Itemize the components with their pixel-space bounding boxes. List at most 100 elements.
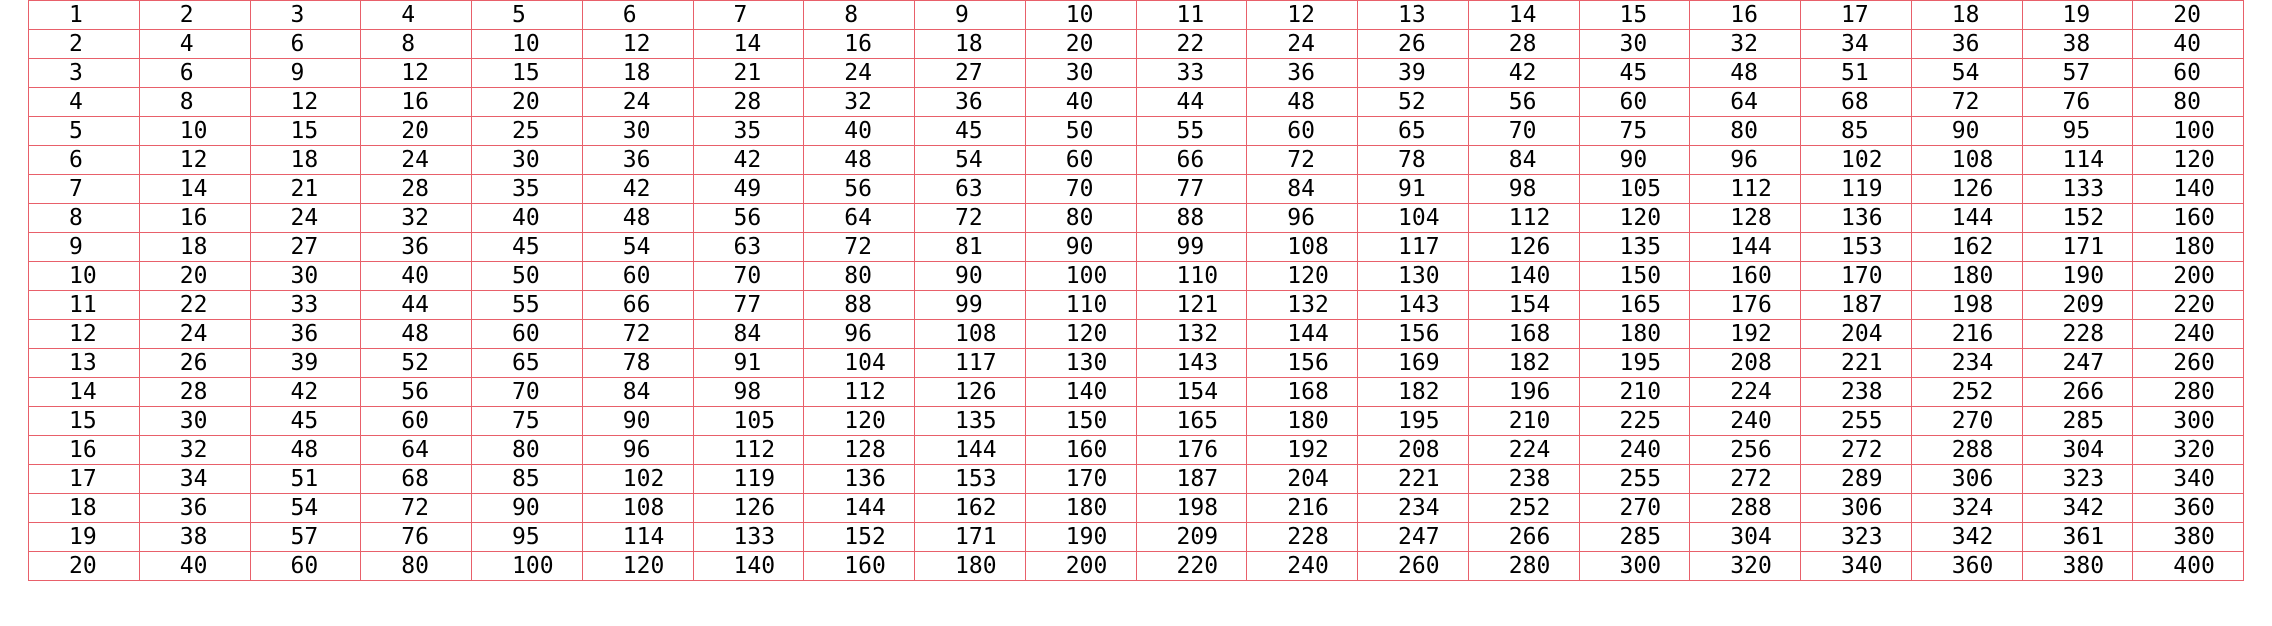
table-cell: 60: [1246, 116, 1358, 146]
table-cell: 304: [1689, 522, 1801, 552]
table-cell: 220: [1135, 551, 1248, 581]
table-cell: 80: [360, 551, 472, 581]
table-cell: 190: [1024, 522, 1137, 552]
table-cell: 165: [1135, 406, 1248, 436]
table-cell: 114: [581, 522, 694, 552]
table-cell: 280: [1467, 551, 1580, 581]
table-cell: 88: [1135, 203, 1248, 233]
table-cell: 323: [1800, 522, 1912, 552]
table-cell: 27: [914, 58, 1026, 88]
table-cell: 90: [471, 493, 583, 523]
table-cell: 119: [1800, 174, 1912, 204]
table-cell: 12: [138, 145, 251, 175]
table-cell: 52: [1357, 87, 1469, 117]
table-cell: 225: [1578, 406, 1691, 436]
table-cell: 136: [1800, 203, 1912, 233]
table-row: 12 24 36 48 60 72 84 96 108 120 132 144 156 168 180 192…: [28, 319, 2244, 349]
table-cell: 143: [1135, 348, 1248, 378]
table-cell: 272: [1689, 464, 1801, 494]
table-row: 9 18 27 36 45 54 63 72 81 90 99 108 117 126 135 144 153 1…: [28, 232, 2244, 262]
table-cell: 90: [1910, 116, 2023, 146]
multiplication-table: 1 2 3 4 5 6 7 8 9 10 11 12 13 14 15 16 17 18 19 20 2 4 6 8 10 12 1…: [28, 0, 2244, 581]
table-cell: 72: [1910, 87, 2023, 117]
table-cell: 78: [1357, 145, 1469, 175]
table-cell: 8: [803, 0, 915, 30]
table-cell: 57: [2021, 58, 2134, 88]
table-cell: 30: [581, 116, 694, 146]
table-cell: 20: [1024, 29, 1137, 59]
table-cell: 91: [692, 348, 805, 378]
table-cell: 36: [1246, 58, 1358, 88]
table-cell: 64: [803, 203, 915, 233]
table-cell: 104: [803, 348, 915, 378]
table-row: 8 16 24 32 40 48 56 64 72 80 88 96 104 112 120 128 136 14…: [28, 203, 2244, 233]
table-cell: 30: [138, 406, 251, 436]
table-cell: 15: [471, 58, 583, 88]
table-cell: 204: [1800, 319, 1912, 349]
table-cell: 3: [249, 0, 362, 30]
table-cell: 76: [2021, 87, 2134, 117]
table-cell: 40: [803, 116, 915, 146]
table-cell: 128: [803, 435, 915, 465]
table-cell: 266: [1467, 522, 1580, 552]
table-cell: 18: [581, 58, 694, 88]
table-cell: 14: [138, 174, 251, 204]
table-cell: 72: [581, 319, 694, 349]
table-cell: 32: [138, 435, 251, 465]
table-cell: 11: [1135, 0, 1248, 30]
table-cell: 28: [360, 174, 472, 204]
table-cell: 132: [1246, 290, 1358, 320]
table-cell: 121: [1135, 290, 1248, 320]
table-cell: 14: [28, 377, 140, 407]
table-cell: 50: [471, 261, 583, 291]
table-cell: 195: [1357, 406, 1469, 436]
table-cell: 160: [1024, 435, 1137, 465]
table-cell: 13: [28, 348, 140, 378]
table-row: 11 22 33 44 55 66 77 88 99 110 121 132 143 154 165 176 1…: [28, 290, 2244, 320]
table-cell: 153: [914, 464, 1026, 494]
table-cell: 221: [1357, 464, 1469, 494]
table-cell: 36: [249, 319, 362, 349]
table-cell: 112: [1689, 174, 1801, 204]
table-cell: 60: [360, 406, 472, 436]
table-cell: 108: [914, 319, 1026, 349]
table-cell: 20: [138, 261, 251, 291]
table-cell: 285: [1578, 522, 1691, 552]
table-cell: 24: [249, 203, 362, 233]
table-cell: 140: [2132, 174, 2244, 204]
table-cell: 54: [249, 493, 362, 523]
table-cell: 9: [249, 58, 362, 88]
table-cell: 130: [1357, 261, 1469, 291]
table-cell: 60: [471, 319, 583, 349]
table-cell: 224: [1689, 377, 1801, 407]
table-cell: 80: [2132, 87, 2244, 117]
table-cell: 20: [360, 116, 472, 146]
table-cell: 40: [138, 551, 251, 581]
table-cell: 4: [360, 0, 472, 30]
table-row: 5 10 15 20 25 30 35 40 45 50 55 60 65 70 75 80 85 90 95 100: [28, 116, 2244, 146]
table-cell: 91: [1357, 174, 1469, 204]
table-cell: 150: [1024, 406, 1137, 436]
table-cell: 3: [28, 58, 140, 88]
table-cell: 117: [914, 348, 1026, 378]
table-cell: 99: [914, 290, 1026, 320]
table-cell: 342: [1910, 522, 2023, 552]
table-cell: 12: [360, 58, 472, 88]
table-row: 1 2 3 4 5 6 7 8 9 10 11 12 13 14 15 16 17 18 19 20: [28, 0, 2244, 30]
table-cell: 90: [914, 261, 1026, 291]
table-cell: 126: [914, 377, 1026, 407]
table-cell: 34: [138, 464, 251, 494]
table-cell: 40: [1024, 87, 1137, 117]
table-cell: 48: [1689, 58, 1801, 88]
table-cell: 128: [1689, 203, 1801, 233]
table-cell: 135: [914, 406, 1026, 436]
table-cell: 190: [2021, 261, 2134, 291]
table-cell: 192: [1689, 319, 1801, 349]
table-cell: 210: [1467, 406, 1580, 436]
table-cell: 170: [1800, 261, 1912, 291]
table-cell: 256: [1689, 435, 1801, 465]
table-cell: 95: [471, 522, 583, 552]
table-cell: 216: [1910, 319, 2023, 349]
table-cell: 19: [2021, 0, 2134, 30]
